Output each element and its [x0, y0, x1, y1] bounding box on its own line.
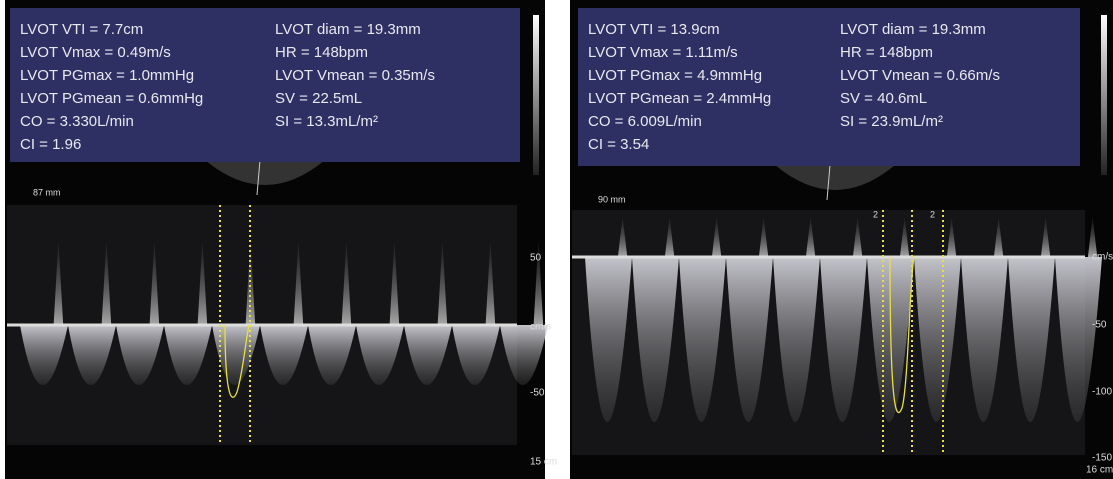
measurement: SI = 13.3mL/m²	[275, 113, 378, 130]
measurement: LVOT Vmax = 1.11m/s	[588, 44, 738, 61]
measurement: LVOT diam = 19.3mm	[275, 21, 421, 38]
measurement: HR = 148bpm	[275, 44, 368, 61]
measurement: SV = 22.5mL	[275, 90, 362, 107]
scale-label: cm/s	[530, 322, 551, 333]
measurement: LVOT Vmax = 0.49m/s	[20, 44, 171, 61]
measurement: CO = 3.330L/min	[20, 113, 134, 130]
measurement: SI = 23.9mL/m²	[840, 113, 943, 130]
scale-label: cm/s	[1092, 252, 1113, 263]
measurement: LVOT VTI = 7.7cm	[20, 21, 143, 38]
depth-label: 90 mm	[598, 194, 626, 204]
scale-label: -100	[1092, 387, 1112, 398]
measurement: CI = 1.96	[20, 136, 81, 153]
measurement: LVOT PGmean = 0.6mmHg	[20, 90, 203, 107]
gray-scale-bar	[1101, 15, 1107, 175]
depth-label: 87 mm	[33, 187, 61, 197]
measurement: LVOT VTI = 13.9cm	[588, 21, 720, 38]
scale-label: 16 cm	[1086, 465, 1113, 476]
measurement: SV = 40.6mL	[840, 90, 927, 107]
ultrasound-panel: LVOT VTI = 13.9cm LVOT Vmax = 1.11m/s LVOT…	[570, 0, 1113, 479]
measurement: LVOT PGmax = 4.9mmHg	[588, 67, 762, 84]
measurement: LVOT Vmean = 0.35m/s	[275, 67, 435, 84]
measurement: LVOT PGmax = 1.0mmHg	[20, 67, 194, 84]
scale-label: 15 cm	[530, 457, 557, 468]
scale-label: -150	[1092, 453, 1112, 464]
measurement: LVOT PGmean = 2.4mmHg	[588, 90, 771, 107]
scale-label: 50	[530, 253, 542, 264]
measurement: CI = 3.54	[588, 136, 649, 153]
measurement: CO = 6.009L/min	[588, 113, 702, 130]
measurement: HR = 148bpm	[840, 44, 933, 61]
ultrasound-panel: LVOT VTI = 7.7cm LVOT Vmax = 0.49m/s LVOT …	[5, 0, 557, 479]
scale-label: -50	[530, 388, 545, 399]
gray-scale-bar	[533, 15, 539, 175]
screenshot: LVOT VTI = 7.7cm LVOT Vmax = 0.49m/s LVOT …	[0, 0, 1113, 479]
caliper-marker: 2	[873, 209, 878, 219]
measurement: LVOT diam = 19.3mm	[840, 21, 986, 38]
measurement: LVOT Vmean = 0.66m/s	[840, 67, 1000, 84]
caliper-marker: 2	[930, 209, 935, 219]
scale-label: -50	[1092, 320, 1107, 331]
